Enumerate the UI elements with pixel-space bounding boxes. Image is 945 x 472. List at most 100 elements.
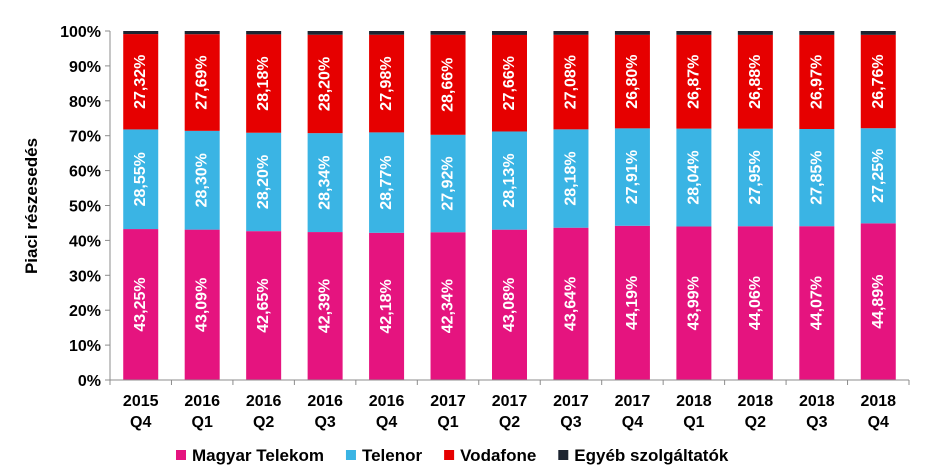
bar-segment [553, 34, 589, 130]
bar-segment [860, 223, 896, 380]
bar-segment [246, 31, 282, 35]
data-label: 28,30% [194, 153, 211, 207]
data-label: 28,66% [440, 58, 457, 112]
data-label: 27,92% [440, 156, 457, 210]
x-tick-label-quarter: Q2 [253, 414, 274, 431]
legend-swatch [558, 450, 569, 460]
bar-segment [737, 128, 773, 227]
data-label: 27,66% [501, 56, 518, 110]
legend-label: Magyar Telekom [192, 446, 324, 465]
x-tick-label-year: 2017 [553, 393, 589, 410]
bar-segment [676, 128, 712, 227]
bar-segment [307, 133, 343, 233]
bar-segment [369, 232, 405, 380]
legend-swatch [176, 450, 186, 460]
bar-segment [123, 34, 159, 130]
data-label: 42,39% [317, 279, 334, 333]
y-tick-label: 50% [69, 199, 101, 216]
bar-segment [430, 134, 466, 233]
bar-segment [430, 232, 466, 380]
legend-swatch [444, 450, 455, 460]
x-tick-label-quarter: Q1 [192, 414, 213, 431]
data-label: 28,34% [317, 155, 334, 209]
y-tick-label: 0% [78, 373, 101, 390]
data-label: 27,32% [132, 55, 149, 109]
bar-segment [492, 131, 527, 230]
data-label: 43,64% [562, 277, 579, 331]
x-tick-label-quarter: Q2 [499, 414, 520, 431]
bar-segment [123, 229, 159, 380]
y-tick-label: 30% [69, 268, 101, 285]
data-label: 28,18% [255, 56, 272, 110]
x-tick-label-year: 2018 [676, 393, 712, 410]
data-label: 42,18% [378, 279, 395, 333]
bar-segment [614, 31, 650, 35]
data-label: 43,08% [501, 278, 518, 332]
x-tick-label-year: 2016 [369, 393, 405, 410]
x-tick-label-year: 2015 [123, 393, 159, 410]
bar-segment [307, 34, 343, 134]
data-label: 43,99% [685, 276, 702, 330]
legend-label: Egyéb szolgáltatók [574, 446, 729, 465]
x-tick-label-quarter: Q3 [806, 414, 827, 431]
data-label: 28,77% [378, 155, 395, 209]
x-tick-label-quarter: Q1 [683, 414, 704, 431]
data-label: 28,55% [132, 152, 149, 206]
bar-segment [553, 129, 589, 228]
legend-swatch [345, 450, 356, 460]
data-label: 44,06% [747, 276, 764, 330]
x-tick-label-year: 2016 [307, 393, 343, 410]
x-tick-label-year: 2017 [615, 393, 651, 410]
bar-segment [614, 128, 650, 226]
bar-segment [123, 31, 159, 35]
bar-segment [369, 31, 405, 35]
x-tick-label-year: 2018 [799, 393, 835, 410]
data-label: 26,88% [747, 55, 764, 109]
legend: Magyar Telekom Telenor Vodafone Egyéb szolg… [176, 446, 729, 465]
y-tick-label: 60% [69, 164, 101, 181]
x-tick-label-quarter: Q4 [130, 414, 151, 431]
bar-segment [860, 128, 896, 224]
bar-segment [492, 31, 527, 35]
bar-segment [799, 226, 835, 380]
bar-segment [799, 34, 835, 129]
x-tick-label-year: 2016 [246, 393, 282, 410]
bar-segment [676, 31, 712, 35]
data-label: 28,13% [501, 153, 518, 207]
bar-segment [184, 31, 220, 35]
bar-segment [614, 34, 650, 129]
bar-segment [246, 132, 282, 232]
data-label: 28,20% [317, 57, 334, 111]
bar-segment [614, 225, 650, 380]
data-label: 43,25% [132, 277, 149, 331]
data-label: 27,25% [870, 149, 887, 203]
data-label: 28,18% [562, 151, 579, 205]
data-label: 27,85% [808, 150, 825, 204]
bar-segment [799, 31, 835, 35]
data-label: 28,04% [685, 150, 702, 204]
data-label: 27,95% [747, 150, 764, 204]
data-label: 43,09% [194, 278, 211, 332]
x-tick-label-year: 2018 [860, 393, 896, 410]
x-tick-label-quarter: Q3 [314, 414, 335, 431]
x-tick-label-quarter: Q3 [560, 414, 581, 431]
bar-segment [553, 31, 589, 35]
plot-area: 0% 10% 20% 30% 40% 50% 60% 70% 80% 90% 100% 43,25% 2… [60, 24, 910, 431]
bar-segment [737, 34, 773, 129]
x-tick-label-year: 2017 [492, 393, 528, 410]
data-label: 27,69% [194, 55, 211, 109]
y-tick-label: 40% [69, 233, 101, 250]
bar-segment [246, 231, 282, 380]
data-label: 44,07% [808, 276, 825, 330]
x-tick-label-quarter: Q2 [745, 414, 766, 431]
bar-segment [553, 227, 589, 380]
bar-segment [737, 31, 773, 35]
data-label: 44,89% [870, 275, 887, 329]
bar-segment [492, 229, 527, 380]
bar-segment [860, 34, 896, 129]
legend-label: Telenor [362, 446, 423, 465]
data-label: 42,65% [255, 278, 272, 332]
data-label: 44,19% [624, 276, 641, 330]
y-tick-label: 90% [69, 59, 101, 76]
